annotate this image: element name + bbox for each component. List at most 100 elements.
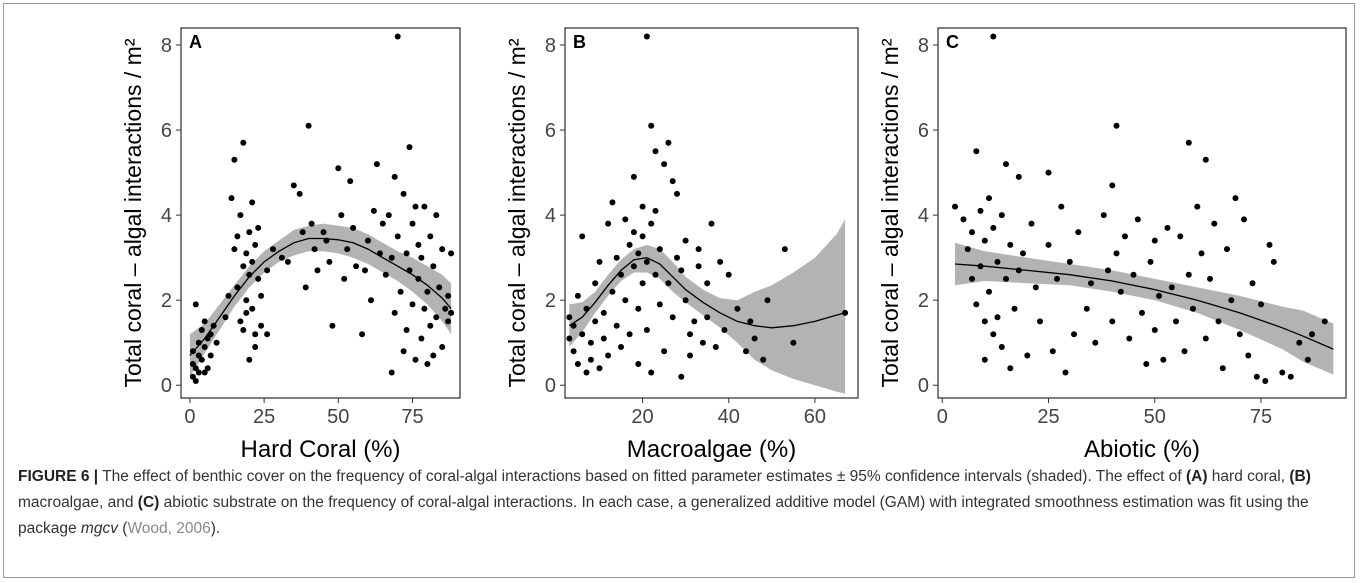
x-axis-ticks: 0 25 50 75 (937, 398, 1272, 428)
data-point (421, 305, 428, 312)
data-point (394, 233, 401, 240)
gam-fit-line (568, 257, 846, 329)
data-point (344, 246, 351, 253)
data-point (362, 267, 368, 274)
data-point (704, 280, 711, 287)
x-axis-ticks: 20 40 60 (631, 398, 826, 428)
data-point (635, 250, 642, 257)
data-point (1304, 356, 1311, 363)
data-point (596, 365, 603, 372)
data-point (448, 250, 455, 257)
data-point (341, 275, 348, 282)
x-tick-label: 50 (1144, 406, 1166, 428)
data-point (439, 344, 446, 350)
data-point (981, 237, 988, 244)
caption-text: macroalgae, and (18, 494, 138, 511)
data-point (201, 369, 208, 376)
panel-a: A 0 2 4 6 8 0 25 50 75 Hard Coral (%) Total cor… (120, 27, 461, 463)
data-point (308, 220, 315, 227)
data-point (439, 246, 446, 253)
y-tick-label: 8 (545, 35, 556, 57)
data-point (329, 322, 336, 329)
data-point (278, 254, 285, 261)
data-point (678, 373, 685, 380)
data-point (430, 352, 437, 359)
data-point (409, 220, 416, 227)
data-point (442, 305, 449, 312)
data-point (264, 331, 271, 338)
data-point (605, 352, 612, 359)
data-point (674, 254, 680, 261)
data-point (587, 339, 594, 346)
data-point (600, 335, 607, 342)
x-tick-label: 0 (937, 406, 948, 428)
data-point (734, 305, 741, 312)
data-point (583, 369, 590, 376)
data-point (1151, 237, 1158, 244)
data-point (246, 271, 253, 278)
data-point (433, 212, 440, 219)
data-point (1045, 169, 1052, 176)
data-point (430, 263, 437, 270)
data-point (648, 220, 655, 227)
data-point (990, 224, 997, 231)
citation-link[interactable]: Wood, 2006 (127, 520, 211, 537)
data-point (1202, 335, 1209, 342)
data-point (1007, 241, 1014, 248)
data-point (626, 331, 633, 338)
data-point (403, 250, 410, 257)
data-point (1062, 369, 1069, 376)
data-point (613, 322, 620, 329)
data-point (960, 216, 967, 223)
x-axis-label: Hard Coral (%) (240, 436, 400, 463)
data-point (415, 241, 422, 248)
data-point (376, 250, 383, 257)
data-point (977, 207, 984, 214)
data-point (1105, 267, 1111, 274)
data-point (1321, 318, 1328, 325)
x-axis-label: Macroalgae (%) (627, 436, 796, 463)
data-point (977, 263, 984, 270)
data-point (648, 369, 655, 376)
y-axis-label: Total coral – algal interactions / m² (120, 38, 146, 387)
data-point (1262, 378, 1269, 384)
x-tick-label: 25 (253, 406, 275, 428)
data-point (652, 207, 659, 214)
data-point (240, 139, 247, 146)
data-point (370, 207, 377, 214)
data-point (1071, 331, 1077, 338)
plot-frame (564, 27, 859, 399)
data-point (687, 331, 693, 338)
y-tick-label: 0 (545, 375, 556, 397)
data-point (246, 356, 253, 363)
data-point (1190, 305, 1196, 312)
x-tick-label: 50 (327, 406, 349, 428)
y-tick-label: 2 (545, 290, 556, 312)
data-point (412, 203, 419, 210)
data-point (712, 344, 719, 350)
data-point (189, 373, 196, 380)
data-point (1224, 246, 1230, 253)
data-point (1198, 250, 1205, 257)
x-tick-label: 60 (804, 406, 826, 428)
data-point (234, 284, 241, 291)
y-axis-ticks: 0 2 4 6 8 (161, 35, 181, 397)
data-point (994, 314, 1001, 321)
data-point (1309, 331, 1315, 338)
data-point (243, 297, 250, 304)
data-point (652, 148, 659, 155)
data-point (323, 237, 330, 244)
data-point (296, 190, 303, 197)
data-point (952, 203, 958, 210)
data-points (189, 33, 455, 384)
data-point (998, 212, 1005, 219)
data-point (448, 309, 455, 316)
data-point (1054, 275, 1060, 282)
gam-fit-line (954, 263, 1334, 350)
data-point (583, 305, 590, 312)
y-axis-ticks: 0 2 4 6 8 (918, 35, 938, 397)
data-point (305, 122, 312, 129)
data-point (192, 301, 199, 308)
data-point (249, 199, 256, 206)
data-point (421, 203, 428, 210)
